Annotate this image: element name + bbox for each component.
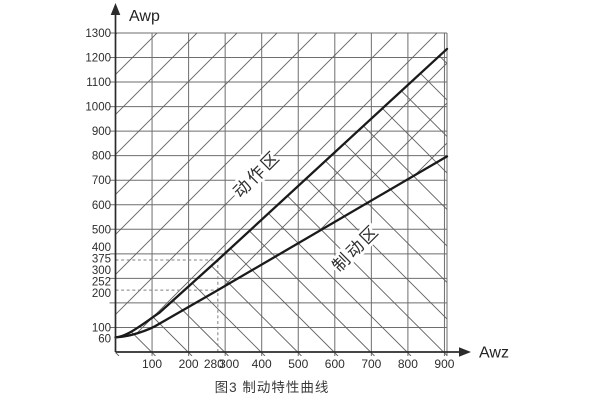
svg-text:1100: 1100 — [86, 77, 111, 89]
svg-text:252: 252 — [92, 277, 111, 289]
svg-text:600: 600 — [325, 357, 345, 371]
svg-text:500: 500 — [288, 357, 308, 371]
x-tick-labels: 100 200 300 400 500 600 700 800 900 280 — [142, 357, 455, 371]
svg-text:375: 375 — [92, 254, 111, 266]
svg-text:900: 900 — [92, 126, 111, 138]
figure-caption: 图3 制动特性曲线 — [214, 380, 330, 395]
svg-text:60: 60 — [98, 334, 111, 346]
svg-text:800: 800 — [92, 151, 111, 163]
svg-text:700: 700 — [361, 357, 381, 371]
svg-text:900: 900 — [434, 357, 454, 371]
svg-text:800: 800 — [398, 357, 418, 371]
svg-text:280: 280 — [204, 357, 224, 371]
svg-text:600: 600 — [92, 200, 111, 212]
svg-text:300: 300 — [92, 265, 111, 277]
svg-text:400: 400 — [92, 242, 111, 254]
svg-text:1300: 1300 — [85, 28, 111, 40]
svg-text:200: 200 — [179, 357, 199, 371]
chart-area: 动作区 制动区 Awp Awz 60 100 200 252 300 375 400 500 600 7… — [85, 3, 509, 371]
svg-text:200: 200 — [92, 288, 111, 300]
svg-text:500: 500 — [92, 224, 111, 236]
svg-text:400: 400 — [252, 357, 272, 371]
x-axis-title: Awz — [479, 345, 509, 362]
svg-text:700: 700 — [92, 175, 111, 187]
svg-text:100: 100 — [142, 357, 162, 371]
svg-text:300: 300 — [219, 357, 239, 371]
svg-text:1200: 1200 — [85, 53, 111, 65]
svg-text:1000: 1000 — [85, 102, 111, 114]
svg-text:100: 100 — [92, 322, 111, 334]
y-axis-title: Awp — [129, 8, 160, 25]
